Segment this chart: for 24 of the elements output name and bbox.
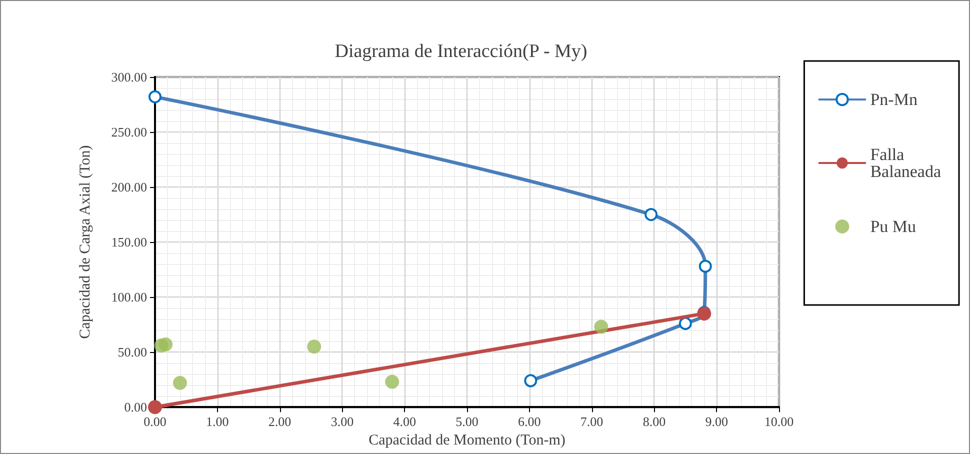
x-tick-label: 2.00	[268, 414, 292, 430]
x-tick-label: 9.00	[705, 414, 728, 430]
legend-label: Pn-Mn	[870, 90, 918, 109]
x-tick-label: 1.00	[206, 414, 229, 430]
y-tick-label: 50.00	[118, 344, 147, 360]
chart-title: Diagrama de Interacción(P - My)	[334, 41, 588, 62]
x-tick-label: 3.00	[330, 414, 354, 430]
x-tick-label: 8.00	[642, 414, 666, 430]
x-tick-label: 0.00	[144, 414, 166, 430]
legend-label: Pu Mu	[870, 217, 917, 236]
y-tick-label: 100.00	[111, 290, 147, 305]
x-tick-label: 5.00	[456, 414, 478, 430]
x-axis-title: Capacidad de Momento (Ton-m)	[368, 432, 566, 448]
y-tick-label: 200.00	[111, 180, 147, 195]
x-tick-label: 10.00	[764, 414, 794, 430]
y-axis-title: Capacidad de Carga Axial (Ton)	[78, 145, 94, 339]
legend-label: Falla Balaneada	[870, 145, 942, 181]
x-tick-label: 7.00	[580, 414, 604, 430]
y-tick-label: 250.00	[111, 124, 147, 140]
x-tick-label: 4.00	[393, 414, 416, 430]
y-tick-label: 150.00	[111, 234, 147, 250]
x-tick-label: 6.00	[518, 414, 541, 430]
y-tick-label: 0.00	[124, 400, 147, 415]
y-tick-label: 300.00	[111, 70, 147, 84]
